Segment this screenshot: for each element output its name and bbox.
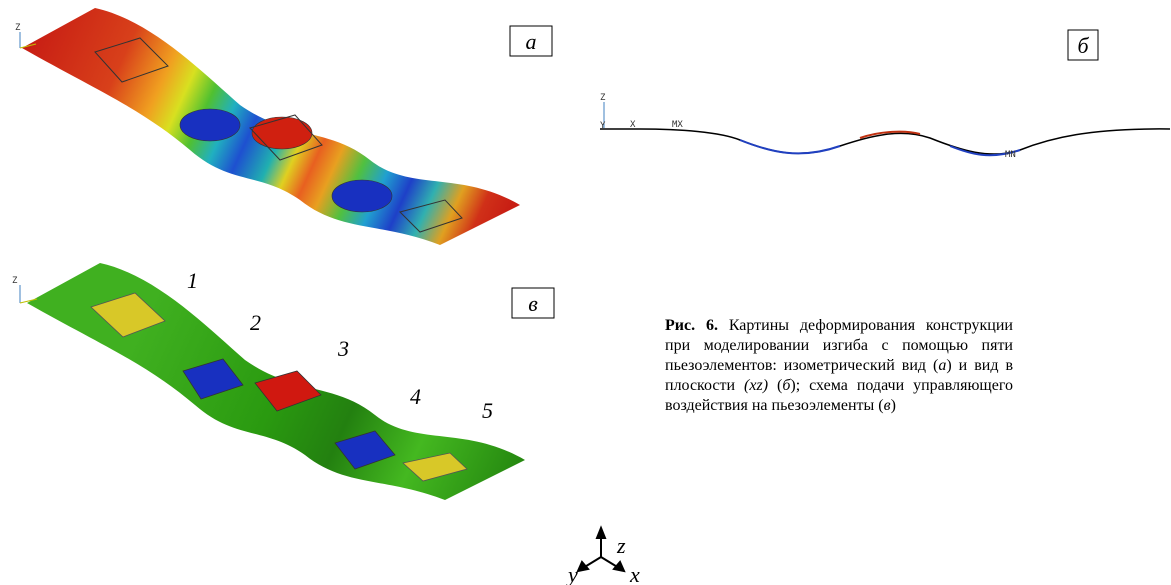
element-number: 5 (482, 398, 493, 423)
plate-side (600, 102, 1170, 155)
element-number: 4 (410, 384, 421, 409)
panel-label: в (528, 291, 538, 316)
axis-label: Z (600, 93, 606, 103)
caption-text: ) (891, 397, 896, 414)
caption-ref: (xz) (744, 377, 768, 394)
element-number: 3 (337, 336, 349, 361)
figure: Z а Z Y X MX MN б Z в 1 2 3 4 5 (0, 0, 1171, 585)
triad-label: z (616, 533, 626, 558)
triad-label: x (629, 562, 640, 585)
figure-art: Z а Z Y X MX MN б Z в 1 2 3 4 5 (0, 0, 1171, 585)
plate-scheme (20, 263, 525, 500)
element-number: 2 (250, 310, 261, 335)
min-label: MN (1005, 150, 1016, 160)
plate-deformed (20, 8, 520, 245)
axis-label: X (630, 120, 636, 130)
axis-label: Y (600, 121, 606, 131)
element-number: 1 (187, 268, 198, 293)
caption: Рис. 6. Картины деформирования конструкц… (665, 316, 1013, 416)
caption-text: ( (768, 377, 782, 394)
caption-ref: в (884, 397, 891, 414)
caption-label: Рис. 6. (665, 317, 718, 334)
triad-label: y (566, 562, 578, 585)
panel-label: б (1077, 33, 1089, 58)
axis-label: Z (15, 23, 21, 33)
max-label: MX (672, 120, 683, 130)
axis-label: Z (12, 276, 18, 286)
panel-label: а (526, 29, 537, 54)
